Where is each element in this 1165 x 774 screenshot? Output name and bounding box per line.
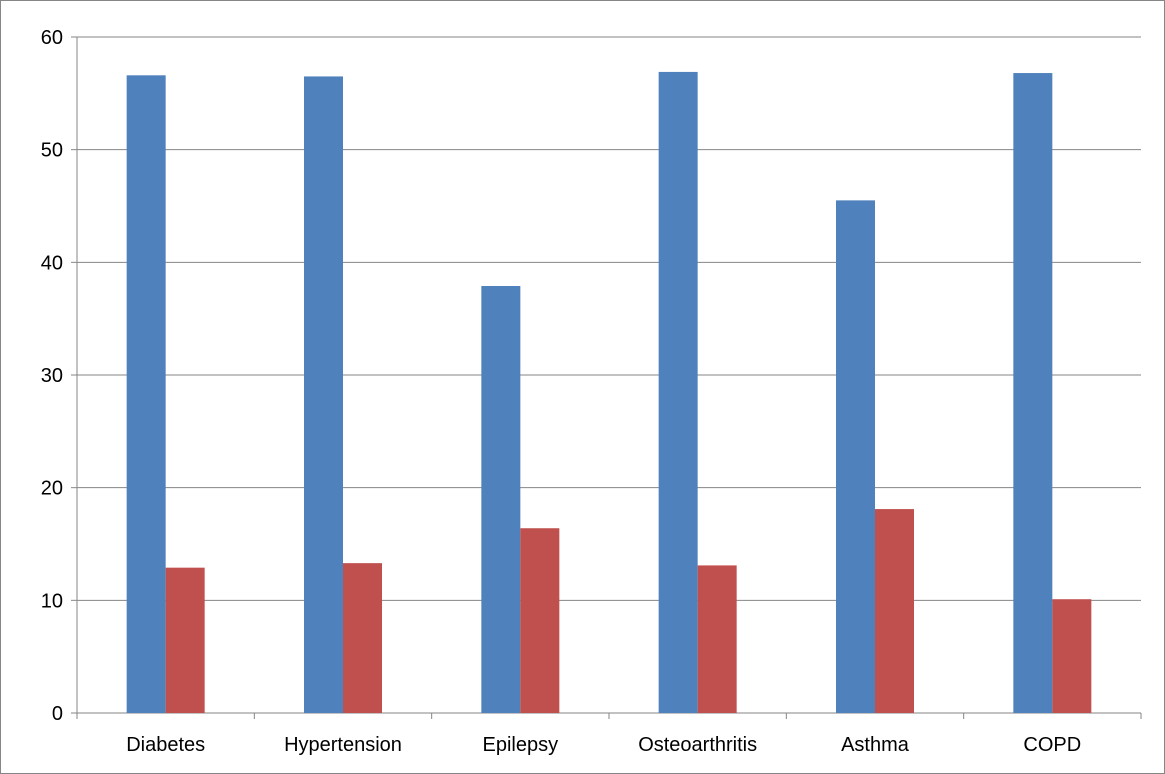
bar-osteoarthritis-series-1: [658, 71, 698, 714]
bar-hypertension-series-2: [343, 563, 382, 713]
bar-copd-series-2: [1052, 599, 1092, 713]
bar-asthma-series-1: [836, 200, 875, 713]
bar-copd-series-1: [1013, 73, 1053, 713]
bar-osteoarthritis-series-2: [697, 565, 737, 713]
x-tick-label: Hypertension: [284, 734, 402, 756]
x-tick-label: COPD: [1023, 734, 1081, 756]
y-tick-label: 20: [41, 478, 63, 500]
bar-hypertension-series-1: [304, 76, 343, 713]
y-tick-label: 30: [41, 365, 63, 387]
y-tick-labels: 0 10 20 30 40 50 60: [41, 27, 63, 725]
y-tick-label: 60: [41, 27, 63, 49]
x-tick-label: Epilepsy: [483, 734, 559, 756]
bars: [126, 71, 1092, 714]
bar-epilepsy-series-2: [520, 528, 560, 713]
y-tick-label: 0: [52, 703, 63, 725]
x-tick-label: Asthma: [841, 734, 910, 756]
bar-asthma-series-2: [875, 509, 914, 713]
y-tick-label: 10: [41, 590, 63, 612]
axes: [71, 36, 1142, 719]
y-tick-label: 40: [41, 252, 63, 274]
x-tick-label: Diabetes: [126, 734, 205, 756]
bar-diabetes-series-1: [126, 75, 166, 714]
bar-epilepsy-series-1: [481, 285, 521, 713]
y-tick-label: 50: [41, 140, 63, 162]
x-tick-label: Osteoarthritis: [638, 734, 757, 756]
gridlines: [77, 36, 1141, 601]
x-tick-labels: Diabetes Hypertension Epilepsy Osteoarthrit…: [126, 734, 1081, 756]
bar-diabetes-series-2: [165, 567, 205, 713]
